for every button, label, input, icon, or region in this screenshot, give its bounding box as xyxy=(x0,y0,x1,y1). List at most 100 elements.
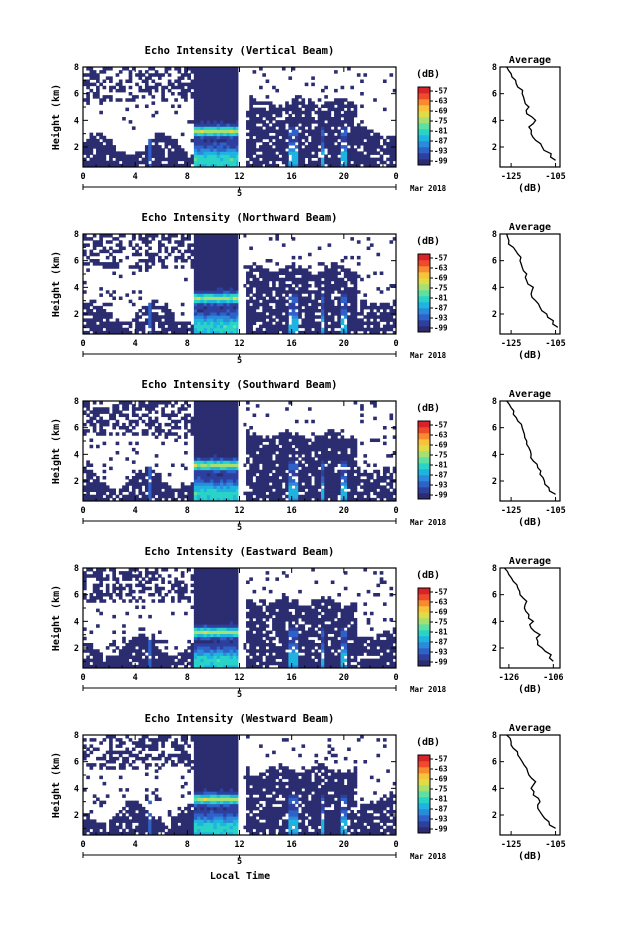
heatmap-cell xyxy=(232,274,237,279)
heatmap-cell xyxy=(314,315,319,319)
heatmap-cell xyxy=(86,85,90,90)
heatmap-cell xyxy=(112,410,116,414)
heatmap-cell xyxy=(193,497,198,502)
heatmap-cell xyxy=(288,126,293,130)
heatmap-cell xyxy=(285,271,289,276)
heatmap-cell xyxy=(232,315,237,319)
heatmap-cell xyxy=(226,157,231,162)
heatmap-cell xyxy=(314,163,319,168)
heatmap-cell xyxy=(379,290,384,294)
heatmap-cell xyxy=(122,88,126,93)
heatmap-cell xyxy=(83,290,87,294)
heatmap-cell xyxy=(102,482,107,486)
heatmap-cell xyxy=(268,451,273,455)
heatmap-cell xyxy=(151,494,156,499)
heatmap-cell xyxy=(366,315,371,319)
heatmap-cell xyxy=(347,290,351,294)
heatmap-cell xyxy=(229,413,234,418)
heatmap-cell xyxy=(301,274,306,279)
heatmap-cell xyxy=(337,488,341,493)
heatmap-cell xyxy=(291,315,296,319)
heatmap-cell xyxy=(337,482,341,486)
heatmap-cell xyxy=(151,401,156,405)
heatmap-cell xyxy=(353,469,358,474)
heatmap-cell xyxy=(337,104,341,109)
heatmap-cell xyxy=(229,305,234,310)
heatmap-cell xyxy=(193,138,198,143)
heatmap-cell xyxy=(226,79,231,84)
heatmap-cell xyxy=(321,117,325,121)
heatmap-cell xyxy=(229,491,234,496)
heatmap-cell xyxy=(167,401,172,405)
heatmap-cell xyxy=(89,145,94,149)
heatmap-cell xyxy=(340,447,345,452)
heatmap-cell xyxy=(102,302,107,307)
heatmap-cell xyxy=(226,113,231,118)
heatmap-cell xyxy=(135,497,139,502)
heatmap-cell xyxy=(382,469,387,474)
heatmap-cell xyxy=(193,466,198,471)
heatmap-cell xyxy=(223,157,227,162)
heatmap-cell xyxy=(216,265,221,269)
heatmap-cell xyxy=(369,312,374,316)
heatmap-cell xyxy=(203,299,208,304)
heatmap-cell xyxy=(330,117,335,121)
heatmap-cell xyxy=(226,104,231,109)
heatmap-cell xyxy=(148,404,152,408)
heatmap-cell xyxy=(144,262,149,266)
heatmap-cell xyxy=(278,327,283,332)
heatmap-cell xyxy=(330,432,335,436)
heatmap-cell xyxy=(141,157,146,162)
heatmap-cell xyxy=(216,126,221,130)
heatmap-cell xyxy=(392,163,397,168)
heatmap-cell xyxy=(105,327,110,332)
heatmap-cell xyxy=(363,321,368,326)
heatmap-cell xyxy=(148,302,152,307)
heatmap-cell xyxy=(350,287,355,291)
heatmap-cell xyxy=(99,330,103,335)
heatmap-cell xyxy=(268,488,273,493)
heatmap-cell xyxy=(278,494,283,499)
heatmap-cell xyxy=(262,284,266,288)
heatmap-cell xyxy=(206,485,211,489)
heatmap-cell xyxy=(138,296,143,301)
heatmap-cell xyxy=(259,472,263,477)
heatmap-cell xyxy=(232,457,237,461)
heatmap-cell xyxy=(278,296,283,301)
heatmap-cell xyxy=(210,67,214,71)
heatmap-cell xyxy=(236,268,240,272)
heatmap-cell xyxy=(317,494,322,499)
heatmap-cell xyxy=(148,88,152,93)
heatmap-cell xyxy=(187,157,191,162)
heatmap-cell xyxy=(206,401,211,405)
heatmap-cell xyxy=(366,135,371,140)
heatmap-cell xyxy=(291,154,296,159)
heatmap-cell xyxy=(174,255,178,260)
heatmap-cell xyxy=(343,454,348,458)
heatmap-cell xyxy=(232,277,237,282)
heatmap-cell xyxy=(252,482,257,486)
heatmap-cell xyxy=(226,237,231,241)
heatmap-cell xyxy=(337,160,341,165)
heatmap-cell xyxy=(298,438,302,443)
heatmap-cell xyxy=(321,469,325,474)
heatmap-cell xyxy=(138,416,143,421)
heatmap-cell xyxy=(174,259,178,263)
heatmap-cell xyxy=(105,419,110,424)
heatmap-cell xyxy=(102,485,107,489)
heatmap-cell xyxy=(275,497,280,502)
heatmap-cell xyxy=(99,410,103,414)
heatmap-cell xyxy=(285,277,289,282)
heatmap-cell xyxy=(229,299,234,304)
heatmap-cell xyxy=(135,472,139,477)
heatmap-cell xyxy=(151,491,156,496)
heatmap-cell xyxy=(278,318,283,322)
heatmap-cell xyxy=(246,293,250,297)
heatmap-cell xyxy=(236,309,240,313)
heatmap-cell xyxy=(122,330,126,335)
heatmap-cell xyxy=(232,413,237,418)
heatmap-cell xyxy=(193,92,198,96)
heatmap-cell xyxy=(115,237,120,241)
heatmap-cell xyxy=(223,485,227,489)
heatmap-cell xyxy=(353,293,358,297)
